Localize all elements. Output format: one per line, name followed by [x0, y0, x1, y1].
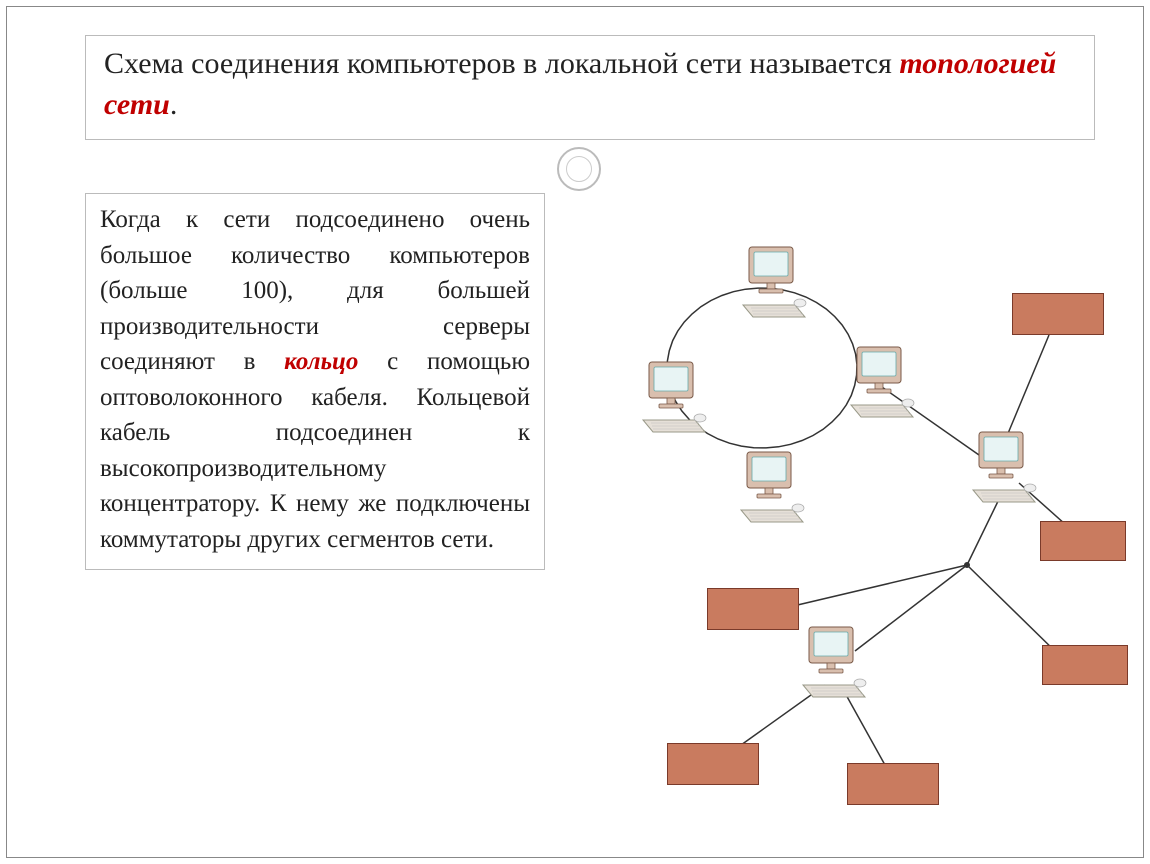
computer-icon	[737, 243, 811, 321]
computer-icon	[845, 343, 919, 421]
computer-icon	[967, 428, 1041, 506]
network-node-box	[847, 763, 939, 805]
network-node-box	[667, 743, 759, 785]
title-text: Схема соединения компьютеров в локальной…	[104, 44, 1076, 125]
title-prefix: Схема соединения компьютеров в локальной…	[104, 47, 899, 80]
network-node-box	[707, 588, 799, 630]
network-node-box	[1040, 521, 1126, 561]
title-suffix: .	[170, 88, 178, 121]
edge-line	[967, 565, 1061, 657]
edge-line	[845, 693, 885, 765]
body-text: Когда к сети подсоединено очень большое …	[100, 202, 530, 557]
edge-line	[1004, 335, 1049, 443]
body-suffix: с помощью оптоволоконного кабеля. Кольце…	[100, 348, 530, 553]
ring-ornament-icon	[557, 147, 601, 191]
body-box: Когда к сети подсоединено очень большое …	[85, 193, 545, 570]
computer-icon	[637, 358, 711, 436]
network-node-box	[1012, 293, 1104, 335]
diagram-lines	[567, 193, 1127, 813]
body-emphasis: кольцо	[284, 348, 358, 375]
title-box: Схема соединения компьютеров в локальной…	[85, 35, 1095, 140]
slide-frame: Схема соединения компьютеров в локальной…	[6, 6, 1144, 858]
junction-dot	[964, 562, 970, 568]
network-diagram	[567, 193, 1127, 813]
network-node-box	[1042, 645, 1128, 685]
computer-icon	[797, 623, 871, 701]
computer-icon	[735, 448, 809, 526]
